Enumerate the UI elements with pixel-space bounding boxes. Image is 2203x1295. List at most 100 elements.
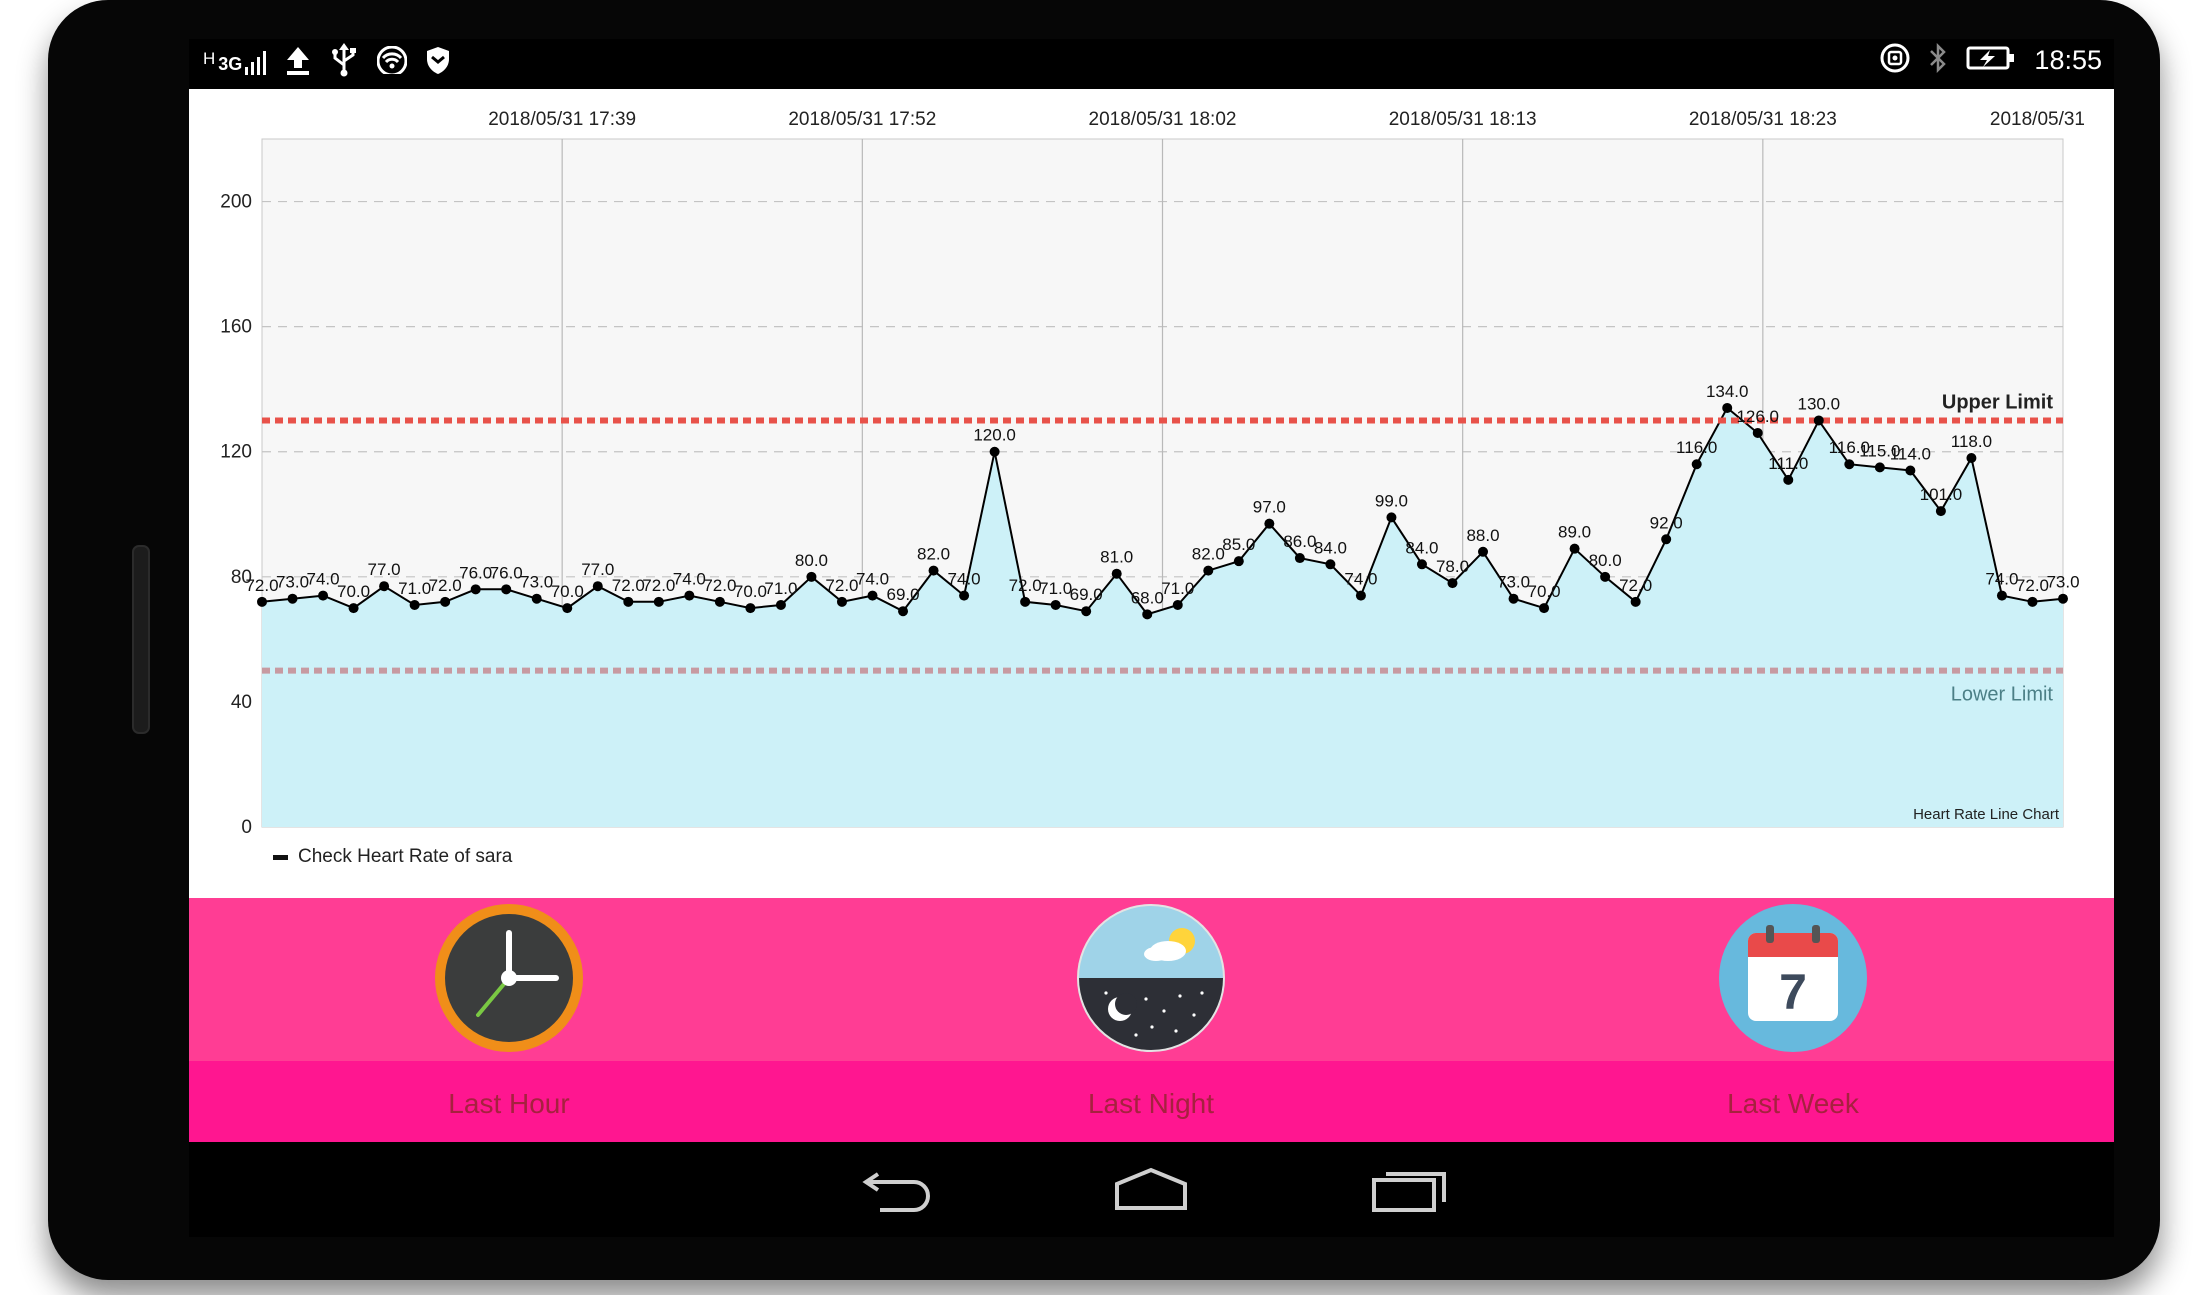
- data-label: 76.0: [459, 563, 492, 582]
- network-prefix: H: [203, 48, 216, 68]
- x-tick-label: 2018/05/31 18:13: [1389, 109, 1537, 130]
- data-point: [1722, 402, 1733, 413]
- data-point: [1691, 459, 1702, 470]
- network-type: 3G: [218, 53, 243, 74]
- data-point: [1996, 590, 2007, 601]
- data-label: 120.0: [973, 426, 1016, 445]
- last-week-button[interactable]: 7 Last Week: [1473, 898, 2113, 1142]
- last-week-label: Last Week: [1727, 1088, 1859, 1119]
- data-point: [1386, 512, 1397, 523]
- data-label: 72.0: [245, 576, 278, 595]
- data-point: [379, 581, 390, 592]
- data-point: [1966, 452, 1977, 463]
- data-label: 77.0: [368, 560, 401, 579]
- clock-icon: [435, 904, 583, 1052]
- data-point: [440, 596, 451, 607]
- data-label: 72.0: [703, 576, 736, 595]
- data-point: [1172, 599, 1183, 610]
- data-label: 126.0: [1736, 407, 1779, 426]
- data-label: 70.0: [1528, 582, 1561, 601]
- last-night-label: Last Night: [1087, 1088, 1215, 1119]
- data-label: 114.0: [1890, 444, 1931, 463]
- data-point: [1752, 427, 1763, 438]
- y-tick-label: 0: [241, 817, 252, 838]
- data-point: [1813, 415, 1824, 426]
- chart-corner-label: Heart Rate Line Chart: [1913, 806, 2060, 823]
- data-point: [1081, 606, 1092, 617]
- data-label: 71.0: [1161, 579, 1194, 598]
- screen: H 3G: [189, 39, 2114, 1237]
- y-tick-label: 80: [231, 567, 252, 588]
- data-label: 118.0: [1951, 432, 1992, 451]
- data-point: [1325, 559, 1336, 570]
- data-label: 99.0: [1375, 491, 1408, 510]
- data-point: [653, 596, 664, 607]
- data-label: 74.0: [856, 570, 889, 589]
- data-label: 85.0: [1222, 535, 1255, 554]
- last-night-button[interactable]: Last Night: [831, 898, 1471, 1142]
- y-tick-label: 160: [220, 317, 252, 338]
- lower-limit-label: Lower Limit: [1951, 684, 2054, 706]
- recents-icon[interactable]: [1370, 1164, 1450, 1214]
- data-point: [867, 590, 878, 601]
- last-hour-label: Last Hour: [448, 1088, 570, 1119]
- data-label: 84.0: [1314, 538, 1347, 557]
- data-point: [1478, 546, 1489, 557]
- data-point: [928, 565, 939, 576]
- x-tick-label: 2018/05/31 17:52: [788, 109, 936, 130]
- data-point: [409, 599, 420, 610]
- data-label: 84.0: [1405, 538, 1438, 557]
- data-point: [1447, 578, 1458, 589]
- data-label: 69.0: [1070, 585, 1103, 604]
- data-point: [1661, 534, 1672, 545]
- system-nav-bar: [189, 1142, 2114, 1237]
- data-label: 71.0: [1039, 579, 1072, 598]
- calendar-day: 7: [1779, 964, 1807, 1020]
- data-label: 70.0: [337, 582, 370, 601]
- home-icon[interactable]: [1111, 1164, 1191, 1214]
- x-tick-label: 2018/05/31 18:02: [1089, 109, 1237, 130]
- upload-icon: [285, 45, 311, 80]
- data-label: 82.0: [917, 545, 950, 564]
- data-label: 72.0: [1619, 576, 1652, 595]
- chart-pane: 0 40 80 120 160 200 2018/05/31 17:39 2018/05/31…: [189, 89, 2114, 898]
- heart-rate-line: [261, 406, 2064, 616]
- last-hour-button[interactable]: Last Hour: [189, 898, 829, 1142]
- data-point: [1020, 596, 1031, 607]
- data-label: 80.0: [795, 551, 828, 570]
- usb-icon: [329, 43, 359, 82]
- data-point: [1783, 474, 1794, 485]
- upper-limit-label: Upper Limit: [1942, 391, 2053, 413]
- signal-icon: H 3G: [203, 48, 267, 75]
- data-point: [1142, 609, 1153, 620]
- data-point: [257, 596, 267, 607]
- data-label: 73.0: [1497, 573, 1530, 592]
- data-point: [287, 593, 298, 604]
- data-label: 72.0: [429, 576, 462, 595]
- data-label: 88.0: [1466, 526, 1499, 545]
- data-point: [836, 596, 847, 607]
- x-tick-label: 2018/05/31 17:39: [488, 109, 636, 130]
- data-point: [348, 603, 359, 614]
- data-point: [1203, 565, 1214, 576]
- data-label: 77.0: [581, 560, 614, 579]
- data-point: [1233, 556, 1244, 567]
- data-label: 130.0: [1798, 394, 1841, 413]
- data-point: [775, 599, 786, 610]
- data-point: [989, 446, 1000, 457]
- legend-swatch: [273, 854, 288, 860]
- data-label: 69.0: [886, 585, 919, 604]
- chart-legend: Check Heart Rate of sara: [273, 846, 512, 868]
- data-point: [1905, 465, 1916, 476]
- data-label: 71.0: [764, 579, 797, 598]
- data-label: 115.0: [1859, 441, 1900, 460]
- back-icon[interactable]: [858, 1164, 938, 1214]
- data-point: [1111, 568, 1122, 579]
- calendar-icon: 7: [1719, 904, 1867, 1052]
- data-point: [745, 603, 756, 614]
- data-point: [959, 590, 970, 601]
- data-label: 74.0: [673, 570, 706, 589]
- shield-icon: [425, 45, 451, 80]
- nfc-icon: [1880, 43, 1910, 78]
- data-label: 76.0: [490, 563, 523, 582]
